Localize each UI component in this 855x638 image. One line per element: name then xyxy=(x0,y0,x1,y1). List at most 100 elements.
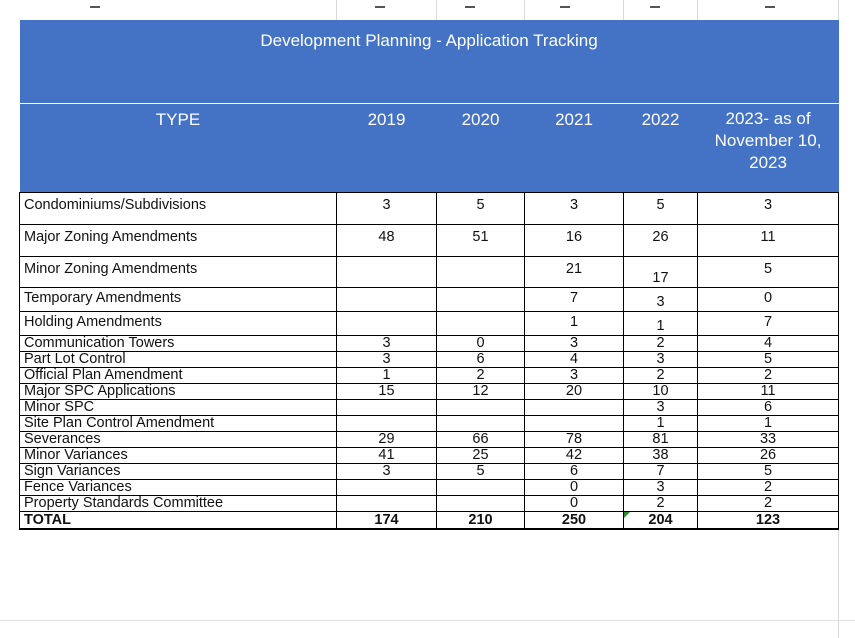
cell-2020[interactable] xyxy=(436,415,525,432)
cell-2023[interactable]: 11 xyxy=(697,383,840,400)
cell-2021[interactable]: 16 xyxy=(524,224,624,257)
type-cell[interactable]: Sign Variances xyxy=(19,463,337,480)
type-cell[interactable]: Minor SPC xyxy=(19,399,337,416)
cell-2022[interactable]: 17 xyxy=(623,256,698,288)
cell-2019[interactable]: 29 xyxy=(336,431,437,448)
type-cell[interactable]: Part Lot Control xyxy=(19,351,337,368)
cell-2019[interactable]: 15 xyxy=(336,383,437,400)
cell-2023[interactable]: 3 xyxy=(697,192,840,225)
cell-2022[interactable]: 2 xyxy=(623,367,698,384)
cell-2020[interactable] xyxy=(436,495,525,512)
total-label[interactable]: TOTAL xyxy=(19,511,337,530)
cell-2021[interactable]: 3 xyxy=(524,192,624,225)
cell-2020[interactable] xyxy=(436,399,525,416)
cell-2019[interactable]: 48 xyxy=(336,224,437,257)
type-cell[interactable]: Temporary Amendments xyxy=(19,287,337,312)
cell-2019[interactable]: 3 xyxy=(336,335,437,352)
cell-2021[interactable] xyxy=(524,399,624,416)
cell-2020[interactable]: 25 xyxy=(436,447,525,464)
total-2021[interactable]: 250 xyxy=(524,511,624,530)
type-cell[interactable]: Site Plan Control Amendment xyxy=(19,415,337,432)
cell-2020[interactable]: 6 xyxy=(436,351,525,368)
header-2022[interactable]: 2022 xyxy=(623,103,698,193)
cell-2020[interactable] xyxy=(436,311,525,336)
cell-2021[interactable]: 0 xyxy=(524,495,624,512)
cell-2019[interactable] xyxy=(336,256,437,288)
cell-2022[interactable]: 81 xyxy=(623,431,698,448)
cell-2020[interactable]: 5 xyxy=(436,192,525,225)
cell-2021[interactable]: 42 xyxy=(524,447,624,464)
cell-2019[interactable]: 3 xyxy=(336,463,437,480)
type-cell[interactable]: Minor Variances xyxy=(19,447,337,464)
cell-2022[interactable]: 2 xyxy=(623,335,698,352)
cell-2020[interactable]: 0 xyxy=(436,335,525,352)
cell-2020[interactable] xyxy=(436,256,525,288)
cell-2023[interactable]: 2 xyxy=(697,367,840,384)
type-cell[interactable]: Fence Variances xyxy=(19,479,337,496)
cell-2021[interactable]: 78 xyxy=(524,431,624,448)
cell-2023[interactable]: 2 xyxy=(697,479,840,496)
cell-2022[interactable]: 3 xyxy=(623,351,698,368)
type-cell[interactable]: Minor Zoning Amendments xyxy=(19,256,337,288)
cell-2022[interactable]: 1 xyxy=(623,311,698,336)
cell-2022[interactable]: 3 xyxy=(623,479,698,496)
cell-2021[interactable]: 0 xyxy=(524,479,624,496)
cell-2023[interactable]: 5 xyxy=(697,463,840,480)
cell-2019[interactable]: 3 xyxy=(336,192,437,225)
cell-2023[interactable]: 4 xyxy=(697,335,840,352)
cell-2020[interactable]: 12 xyxy=(436,383,525,400)
header-2019[interactable]: 2019 xyxy=(336,103,437,193)
cell-2022[interactable]: 2 xyxy=(623,495,698,512)
cell-2022[interactable]: 3 xyxy=(623,287,698,312)
type-cell[interactable]: Property Standards Committee xyxy=(19,495,337,512)
cell-2019[interactable] xyxy=(336,287,437,312)
cell-2022[interactable]: 10 xyxy=(623,383,698,400)
header-type[interactable]: TYPE xyxy=(19,103,337,193)
cell-2020[interactable]: 5 xyxy=(436,463,525,480)
type-cell[interactable]: Communication Towers xyxy=(19,335,337,352)
cell-2023[interactable]: 7 xyxy=(697,311,840,336)
cell-2020[interactable]: 2 xyxy=(436,367,525,384)
cell-2022[interactable]: 5 xyxy=(623,192,698,225)
type-cell[interactable]: Official Plan Amendment xyxy=(19,367,337,384)
cell-2022[interactable]: 7 xyxy=(623,463,698,480)
cell-2020[interactable] xyxy=(436,287,525,312)
type-cell[interactable]: Holding Amendments xyxy=(19,311,337,336)
cell-2021[interactable]: 7 xyxy=(524,287,624,312)
cell-2022[interactable]: 38 xyxy=(623,447,698,464)
total-2022[interactable]: 204 xyxy=(623,511,698,530)
cell-2021[interactable]: 3 xyxy=(524,367,624,384)
cell-2023[interactable]: 5 xyxy=(697,351,840,368)
cell-2021[interactable]: 3 xyxy=(524,335,624,352)
cell-2019[interactable] xyxy=(336,495,437,512)
cell-2021[interactable]: 21 xyxy=(524,256,624,288)
cell-2021[interactable]: 1 xyxy=(524,311,624,336)
cell-2019[interactable]: 3 xyxy=(336,351,437,368)
cell-2023[interactable]: 5 xyxy=(697,256,840,288)
cell-2020[interactable] xyxy=(436,479,525,496)
cell-2022[interactable]: 26 xyxy=(623,224,698,257)
type-cell[interactable]: Condominiums/Subdivisions xyxy=(19,192,337,225)
cell-2023[interactable]: 6 xyxy=(697,399,840,416)
cell-2021[interactable]: 4 xyxy=(524,351,624,368)
table-title[interactable]: Development Planning - Application Track… xyxy=(19,20,839,104)
cell-2019[interactable]: 41 xyxy=(336,447,437,464)
header-2020[interactable]: 2020 xyxy=(436,103,525,193)
header-2021[interactable]: 2021 xyxy=(524,103,624,193)
cell-2019[interactable] xyxy=(336,311,437,336)
cell-2020[interactable]: 66 xyxy=(436,431,525,448)
total-2023[interactable]: 123 xyxy=(697,511,840,530)
header-2023[interactable]: 2023- as of November 10, 2023 xyxy=(697,103,839,193)
cell-2021[interactable]: 20 xyxy=(524,383,624,400)
cell-2022[interactable]: 3 xyxy=(623,399,698,416)
type-cell[interactable]: Major SPC Applications xyxy=(19,383,337,400)
cell-2021[interactable]: 6 xyxy=(524,463,624,480)
cell-2023[interactable]: 2 xyxy=(697,495,840,512)
cell-2023[interactable]: 26 xyxy=(697,447,840,464)
cell-2019[interactable] xyxy=(336,415,437,432)
type-cell[interactable]: Major Zoning Amendments xyxy=(19,224,337,257)
cell-2021[interactable] xyxy=(524,415,624,432)
total-2020[interactable]: 210 xyxy=(436,511,525,530)
cell-2023[interactable]: 1 xyxy=(697,415,840,432)
cell-2019[interactable]: 1 xyxy=(336,367,437,384)
